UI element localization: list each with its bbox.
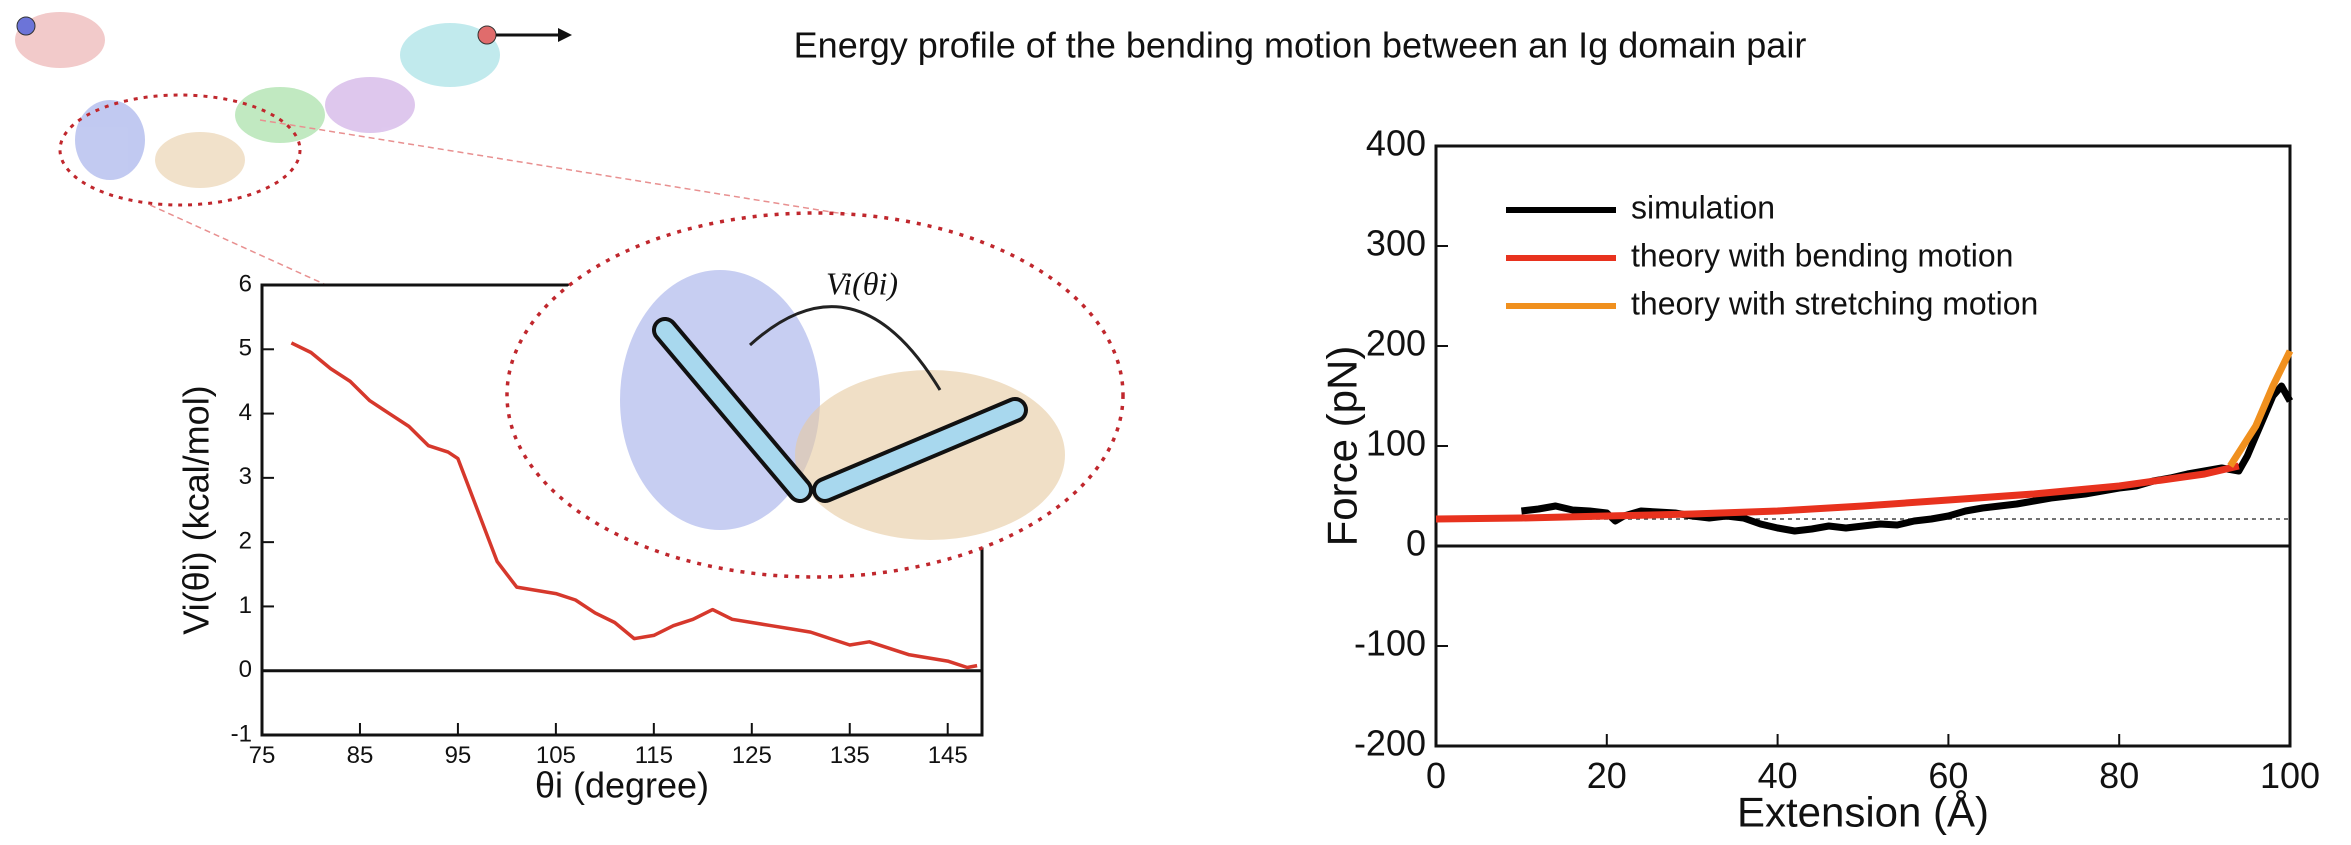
pull-bead (477, 25, 497, 45)
y-axis-label: Force (pN) (1318, 346, 1365, 547)
legend-label: theory with bending motion (1631, 237, 2013, 273)
y-tick-label: 400 (1366, 123, 1426, 164)
x-tick-label: 125 (732, 742, 772, 769)
x-tick-label: 85 (347, 742, 374, 769)
x-tick-label: 100 (2260, 755, 2320, 796)
x-axis-label: θi (degree) (535, 764, 709, 805)
legend-label: simulation (1631, 189, 1775, 225)
y-tick-label: 200 (1366, 323, 1426, 364)
x-tick-label: 95 (445, 742, 472, 769)
molecule-chain (15, 12, 500, 188)
y-axis-label: Vi(θi) (kcal/mol) (175, 385, 216, 634)
x-axis-label: Extension (Å) (1737, 789, 1989, 836)
force-chart: 0 20 40 60 80 100 -200 -100 0 100 200 300 400 Extensi… (1318, 123, 2320, 836)
pull-arrow-head (558, 28, 572, 42)
x-tick-label: 40 (1758, 755, 1798, 796)
x-tick-label: 20 (1587, 755, 1627, 796)
x-tick-label: 0 (1426, 755, 1446, 796)
data-line (290, 341, 978, 670)
data-line (1435, 462, 2240, 523)
x-tick-label: 80 (2099, 755, 2139, 796)
domain-stick (816, 401, 1024, 499)
y-tick-label: 1 (239, 592, 252, 619)
inset-annotation: Vi(θi) (826, 265, 898, 301)
y-tick-label: 3 (239, 463, 252, 490)
zoom-ellipse (58, 93, 302, 207)
x-tick-label: 135 (830, 742, 870, 769)
plot-frame (1434, 144, 2292, 748)
data-line (2227, 349, 2294, 468)
x-tick-label: 60 (1928, 755, 1968, 796)
zoom-line (259, 119, 851, 216)
y-tick-label: 4 (239, 399, 252, 426)
y-tick-label: 300 (1366, 223, 1426, 264)
y-tick-label: 5 (239, 335, 252, 362)
y-tick-label: 0 (1406, 523, 1426, 564)
x-tick-label: 105 (536, 742, 576, 769)
anchor-bead (16, 16, 36, 36)
legend-label: theory with stretching motion (1631, 285, 2038, 321)
angle-arrow (748, 305, 942, 391)
y-tick-label: 6 (239, 270, 252, 297)
figure-title: Energy profile of the bending motion bet… (794, 25, 1807, 66)
y-tick-label: 2 (239, 527, 252, 554)
y-tick-label: -1 (231, 720, 252, 747)
x-tick-label: 75 (249, 742, 276, 769)
y-tick-label: 100 (1366, 423, 1426, 464)
y-tick-label: -100 (1354, 623, 1426, 664)
y-tick-label: -200 (1354, 723, 1426, 764)
x-tick-label: 145 (928, 742, 968, 769)
domain-stick (656, 321, 809, 499)
x-tick-label: 115 (635, 742, 673, 769)
y-tick-label: 0 (239, 656, 252, 683)
